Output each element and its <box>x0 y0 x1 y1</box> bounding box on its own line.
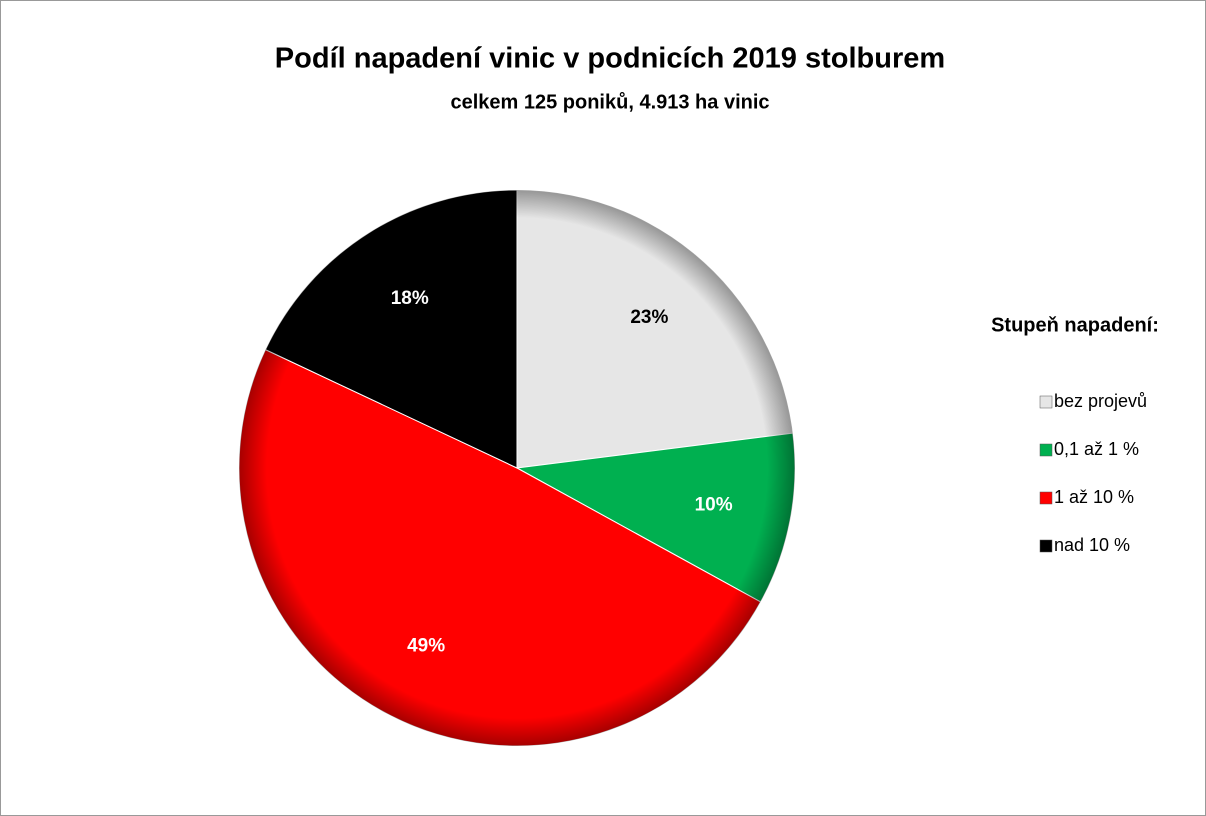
legend-marker <box>1039 491 1053 505</box>
data-label: 18% <box>391 288 429 309</box>
chart-subtitle: celkem 125 poniků, 4.913 ha vinic <box>450 91 769 113</box>
legend-marker <box>1039 443 1053 457</box>
data-labels: 23% 10% 49% 18% <box>391 288 733 656</box>
legend-label: 1 až 10 % <box>1054 487 1134 507</box>
legend-label: bez projevů <box>1054 391 1147 411</box>
chart-title: Podíl napadení vinic v podnicích 2019 st… <box>275 43 945 75</box>
pie <box>238 189 796 747</box>
data-label: 23% <box>630 307 668 328</box>
legend-label: nad 10 % <box>1054 535 1130 555</box>
legend-marker <box>1039 539 1053 553</box>
data-label: 10% <box>695 495 733 516</box>
data-label: 49% <box>407 635 445 656</box>
legend-label: 0,1 až 1 % <box>1054 439 1139 459</box>
legend: bez projevů 0,1 až 1 % 1 až 10 % nad 10 % <box>1039 391 1147 555</box>
legend-title: Stupeň napadení: <box>991 314 1159 336</box>
legend-marker <box>1039 395 1053 409</box>
